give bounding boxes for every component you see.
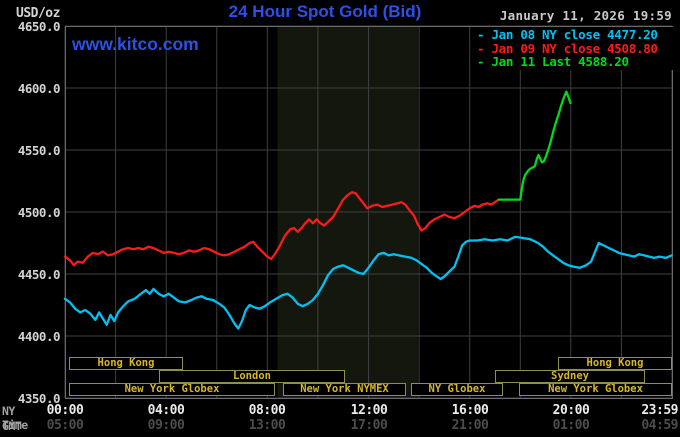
session-hong-kong: Hong Kong — [69, 357, 183, 370]
series-jan08-line — [63, 235, 673, 330]
gmt-time-tick: 17:00 — [350, 418, 388, 433]
legend-item-jan08: - Jan 08 NY close 4477.20 — [477, 27, 658, 42]
series-jan11-line — [497, 90, 572, 201]
ny-time-tick: 20:00 — [552, 403, 590, 418]
gmt-time-tick: 21:00 — [451, 418, 489, 433]
ny-time-tick: 08:00 — [248, 403, 286, 418]
y-axis-unit-label: USD/oz — [16, 6, 60, 21]
timestamp: January 11, 2026 19:59 — [499, 8, 672, 23]
legend: - Jan 08 NY close 4477.20- Jan 09 NY clo… — [474, 27, 678, 70]
series-jan09-line — [63, 191, 500, 267]
y-tick-label: 4450.0 — [17, 267, 61, 282]
session-label: NY Globex — [428, 383, 486, 395]
gmt-time-tick: 05:00 — [46, 418, 84, 433]
ny-time-tick: 04:00 — [147, 403, 185, 418]
gmt-time-tick: 04:59 — [641, 418, 678, 433]
y-tick-label: 4550.0 — [17, 143, 61, 158]
session-label: London — [233, 370, 271, 382]
ny-time-tick: 12:00 — [350, 403, 388, 418]
session-ny-globex: NY Globex — [411, 383, 503, 396]
session-label: Hong Kong — [97, 357, 155, 369]
session-label: New York NYMEX — [300, 383, 389, 395]
plot-frame — [65, 26, 673, 399]
session-label: New York Globex — [548, 383, 643, 395]
gmt-axis-label: GMT — [2, 419, 22, 433]
legend-item-jan11: - Jan 11 Last 4588.20 — [477, 54, 629, 69]
y-tick-label: 4350.0 — [17, 391, 61, 406]
ny-time-axis-label: NY Time — [2, 404, 28, 432]
ny-time-tick: 16:00 — [451, 403, 489, 418]
session-hong-kong: Hong Kong — [558, 357, 672, 370]
session-new-york-nymex: New York NYMEX — [283, 383, 406, 396]
ny-time-tick: 23:59 — [641, 403, 678, 418]
y-tick-label: 4650.0 — [17, 19, 61, 34]
session-sydney: Sydney — [495, 370, 645, 383]
gmt-time-tick: 01:00 — [552, 418, 590, 433]
y-tick-label: 4500.0 — [17, 205, 61, 220]
y-tick-label: 4600.0 — [17, 81, 61, 96]
legend-item-jan09: - Jan 09 NY close 4508.80 — [477, 40, 658, 56]
y-tick-label: 4400.0 — [17, 329, 61, 344]
gmt-time-tick: 09:00 — [147, 418, 185, 433]
session-label: Hong Kong — [586, 357, 644, 369]
chart-title: 24 Hour Spot Gold (Bid) — [228, 2, 422, 21]
session-label: Sydney — [551, 370, 589, 382]
gmt-time-tick: 13:00 — [248, 418, 286, 433]
session-label: New York Globex — [124, 383, 220, 395]
session-new-york-globex: New York Globex — [69, 383, 275, 396]
ny-time-tick: 00:00 — [46, 403, 84, 418]
session-london: London — [159, 370, 345, 383]
kitco-watermark-link[interactable]: www.kitco.com — [72, 34, 199, 54]
session-new-york-globex: New York Globex — [519, 383, 672, 396]
